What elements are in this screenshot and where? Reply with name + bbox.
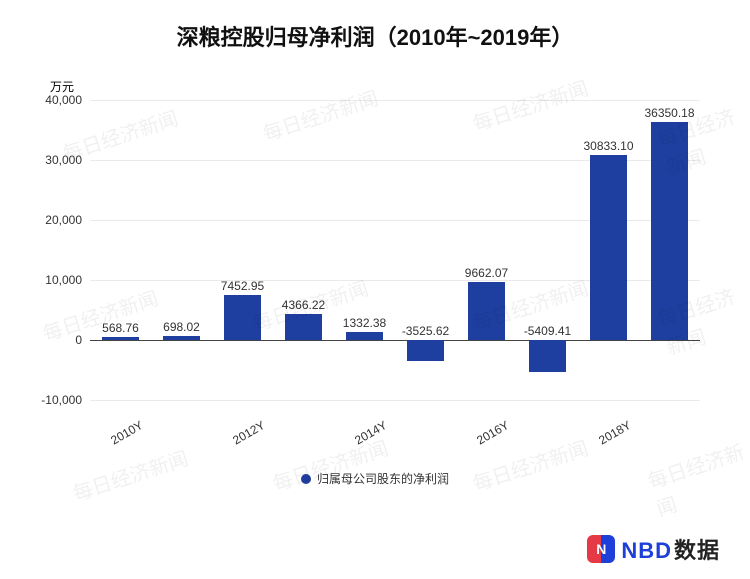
x-tick-label: 2018Y <box>596 418 633 447</box>
brand-logo-icon: N <box>587 535 615 563</box>
y-tick-label: 10,000 <box>45 273 90 287</box>
bar-value-label: 9662.07 <box>465 266 508 280</box>
bar <box>407 340 445 361</box>
watermark: 每日经济新闻 <box>68 442 191 507</box>
x-tick-label: 2010Y <box>108 418 145 447</box>
bar <box>346 332 384 340</box>
gridline <box>90 100 700 101</box>
bar-value-label: 36350.18 <box>644 106 694 120</box>
chart-card: 深粮控股归母净利润（2010年~2019年） 万元 -10,000010,000… <box>0 0 750 579</box>
bar <box>224 295 262 340</box>
legend: 归属母公司股东的净利润 <box>301 470 449 487</box>
bar-value-label: -5409.41 <box>524 324 571 338</box>
watermark: 每日经济新闻 <box>268 432 391 497</box>
y-tick-label: 20,000 <box>45 213 90 227</box>
y-tick-label: 30,000 <box>45 153 90 167</box>
bar-value-label: -3525.62 <box>402 324 449 338</box>
bar <box>651 122 689 340</box>
bar-value-label: 30833.10 <box>583 139 633 153</box>
bar-value-label: 4366.22 <box>282 298 325 312</box>
brand-logo: N NBD数据 <box>587 533 720 565</box>
bar-value-label: 1332.38 <box>343 316 386 330</box>
gridline <box>90 400 700 401</box>
bar <box>529 340 567 372</box>
brand-text: NBD数据 <box>621 533 720 565</box>
bar-value-label: 7452.95 <box>221 279 264 293</box>
y-tick-label: 0 <box>75 333 90 347</box>
bar <box>102 337 140 340</box>
watermark: 每日经济新闻 <box>643 436 750 522</box>
y-tick-label: -10,000 <box>41 393 90 407</box>
x-tick-label: 2016Y <box>474 418 511 447</box>
legend-label: 归属母公司股东的净利润 <box>317 470 449 487</box>
x-tick-label: 2014Y <box>352 418 389 447</box>
axis-zero-line <box>90 340 700 341</box>
legend-swatch <box>301 474 311 484</box>
bar <box>468 282 506 340</box>
bar-value-label: 698.02 <box>163 320 200 334</box>
y-tick-label: 40,000 <box>45 93 90 107</box>
bar <box>590 155 628 340</box>
bar <box>285 314 323 340</box>
bar <box>163 336 201 340</box>
bar-value-label: 568.76 <box>102 321 139 335</box>
chart-title: 深粮控股归母净利润（2010年~2019年） <box>30 20 720 52</box>
x-tick-label: 2012Y <box>230 418 267 447</box>
plot-area: -10,000010,00020,00030,00040,000568.7669… <box>90 100 700 400</box>
